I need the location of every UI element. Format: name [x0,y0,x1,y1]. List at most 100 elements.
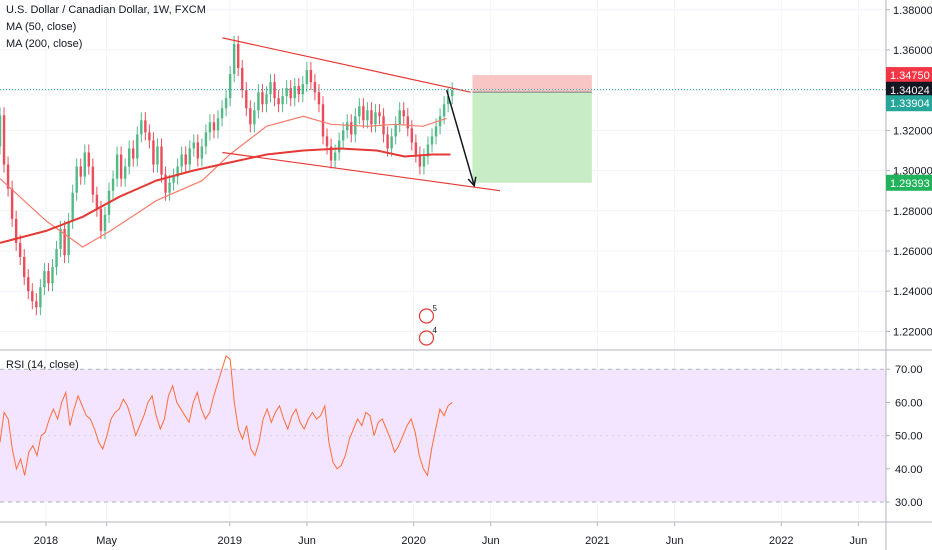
moving-averages [0,115,451,248]
candle-body [418,154,422,167]
candle-body [115,154,119,179]
candle-body [265,94,268,105]
rsi-tick-label: 60.00 [895,397,923,409]
candle-body [10,188,14,219]
candle-body [87,152,91,167]
time-tick-label: 2019 [218,535,242,547]
candle-body [245,90,248,109]
candle-body [2,115,6,165]
candle-body [79,166,82,177]
last-price-tag-text: 1.34024 [890,85,930,97]
time-tick-label: Jun [298,535,316,547]
candle-body [305,70,309,85]
projection-arrow-head [467,176,477,188]
ma50-legend[interactable]: MA (50, close) [6,21,77,33]
candle-body [188,148,191,165]
candle-body [176,166,179,177]
candle-body [321,104,325,137]
candle-body [160,146,163,175]
candle-body [55,248,58,268]
candle-body [192,142,196,149]
price-tick-label: 1.28000 [893,206,932,218]
candle-body [18,242,22,258]
candle-body [164,174,167,193]
target-price-tag [886,174,932,191]
candle-body [269,82,272,95]
candle-body [51,267,54,284]
upper-trendline[interactable] [222,37,471,93]
candle-body [285,88,288,97]
candle-body [430,136,434,145]
ma200-line [0,147,451,244]
lower-trendline[interactable] [222,151,501,192]
stop-loss-zone[interactable] [472,75,592,93]
rsi-tick-label: 70.00 [895,364,923,376]
entry-price-tag-text: 1.33904 [890,98,930,110]
candle-body [398,110,401,125]
rsi-axis-labels: 30.00 40.00 50.00 60.00 70.00 [886,364,923,509]
candle-body [426,144,430,157]
candle-body [406,116,409,129]
stop-price-tag-text: 1.34750 [890,70,930,82]
earnings-event-icon[interactable] [418,308,435,324]
rsi-tick-label: 40.00 [895,464,923,476]
time-axis-labels: 2018 May 2019 Jun 2020 Jun 2021 Jun 2022 Jun [34,522,867,547]
projection-arrow[interactable] [445,89,475,186]
position-zones[interactable] [472,75,592,183]
candle-body [200,146,204,159]
entry-price-tag [886,95,932,112]
time-tick-label: Jun [666,535,684,547]
candle-body [293,86,296,99]
candle-body [450,90,454,97]
candle-body [208,122,212,133]
candle-body [241,68,244,91]
candle-body [446,96,450,105]
candle-body [99,208,103,231]
candle-body [14,218,18,243]
candle-body [59,228,62,249]
candle-body [277,98,280,105]
rsi-legend[interactable]: RSI (14, close) [6,359,79,371]
dividend-event-icon[interactable] [418,330,435,346]
candle-body [0,115,2,147]
symbol-legend[interactable]: U.S. Dollar / Canadian Dollar, 1W, FXCM [6,4,206,16]
candle-body [414,142,418,155]
candle-body [325,136,329,147]
ma200-legend[interactable]: MA (200, close) [6,38,83,50]
candle-body [422,156,426,167]
candle-body [309,70,313,83]
candle-body [47,271,50,284]
candle-body [67,220,70,256]
candle-body [301,84,305,95]
candle-body [346,122,349,131]
candle-body [228,74,232,99]
candle-body [152,140,155,165]
last-price-tag [886,81,932,98]
candle-body [289,88,292,99]
candle-body [224,98,228,109]
candle-body [390,136,393,149]
candle-body [329,146,333,161]
time-tick-label: 2022 [769,535,793,547]
time-tick-label: 2018 [34,535,58,547]
candle-body [23,257,26,278]
drawings[interactable] [0,37,886,192]
candle-body [140,120,143,135]
take-profit-zone[interactable] [472,92,592,183]
time-tick-label: May [96,535,117,547]
candle-body [196,142,200,159]
candle-body [370,110,373,125]
candle-body [378,112,381,117]
candle-body [75,166,78,193]
candle-body [123,166,127,179]
candle-body [216,118,220,131]
event-markers[interactable]: 54 [418,304,437,346]
candle-body [103,214,107,231]
candle-body [350,122,353,135]
candle-body [91,166,95,195]
candle-body [249,108,252,125]
price-tick-label: 1.38000 [893,5,932,17]
rsi-guide-lines [0,368,886,503]
